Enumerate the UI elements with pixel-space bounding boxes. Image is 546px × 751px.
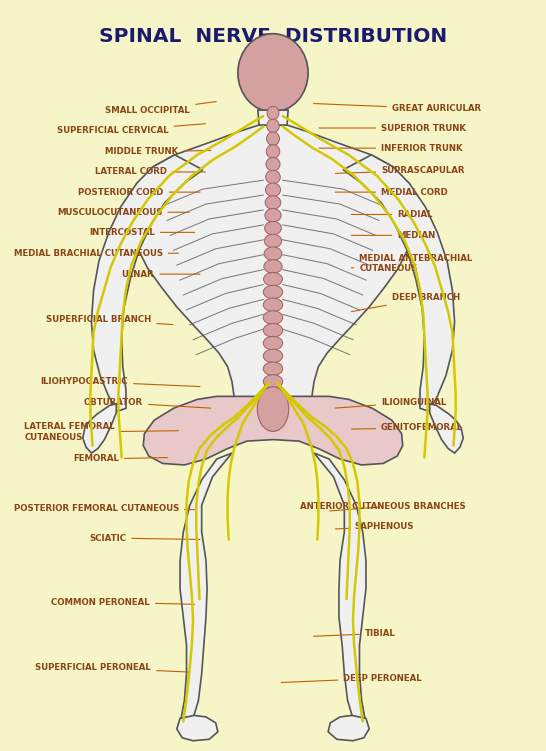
Polygon shape: [343, 155, 455, 412]
Text: SUPERIOR TRUNK: SUPERIOR TRUNK: [319, 123, 466, 132]
Ellipse shape: [263, 362, 283, 376]
Ellipse shape: [264, 260, 282, 273]
Ellipse shape: [267, 119, 279, 133]
Text: MIDDLE TRUNK: MIDDLE TRUNK: [105, 147, 211, 156]
Polygon shape: [328, 716, 369, 740]
Ellipse shape: [266, 170, 280, 184]
Text: DEEP PERONEAL: DEEP PERONEAL: [281, 674, 422, 683]
Polygon shape: [430, 404, 463, 453]
Text: TIBIAL: TIBIAL: [313, 629, 396, 638]
Ellipse shape: [263, 349, 283, 363]
Text: MEDIAL ANTEBRACHIAL
CUTANEOUS: MEDIAL ANTEBRACHIAL CUTANEOUS: [352, 254, 473, 273]
Ellipse shape: [266, 145, 280, 158]
Text: ULNAR: ULNAR: [122, 270, 200, 279]
Polygon shape: [91, 155, 203, 412]
Text: RADIAL: RADIAL: [352, 210, 433, 219]
Text: SUPRASCAPULAR: SUPRASCAPULAR: [335, 166, 465, 175]
Text: MEDIAL CORD: MEDIAL CORD: [335, 188, 448, 197]
Ellipse shape: [264, 273, 282, 286]
Ellipse shape: [263, 324, 283, 337]
Ellipse shape: [263, 298, 283, 312]
Text: INTERCOSTAL: INTERCOSTAL: [89, 228, 194, 237]
Ellipse shape: [265, 222, 281, 235]
Text: SAPHENOUS: SAPHENOUS: [335, 523, 413, 531]
Ellipse shape: [263, 375, 283, 388]
Ellipse shape: [263, 311, 283, 324]
Text: SUPERFICIAL BRANCH: SUPERFICIAL BRANCH: [46, 315, 173, 324]
Ellipse shape: [263, 336, 283, 350]
Polygon shape: [258, 110, 288, 125]
Ellipse shape: [257, 387, 289, 431]
Text: SPINAL  NERVE  DISTRIBUTION: SPINAL NERVE DISTRIBUTION: [99, 26, 447, 46]
Text: MEDIAN: MEDIAN: [352, 231, 436, 240]
Polygon shape: [132, 125, 414, 416]
Text: POSTERIOR FEMORAL CUTANEOUS: POSTERIOR FEMORAL CUTANEOUS: [14, 504, 194, 513]
Text: POSTERIOR CORD: POSTERIOR CORD: [79, 188, 200, 197]
Ellipse shape: [265, 209, 281, 222]
Text: LATERAL CORD: LATERAL CORD: [94, 167, 205, 176]
Ellipse shape: [264, 247, 282, 261]
Ellipse shape: [263, 285, 283, 299]
Text: GREAT AURICULAR: GREAT AURICULAR: [313, 104, 481, 113]
Polygon shape: [314, 453, 366, 719]
Polygon shape: [83, 404, 116, 453]
Text: FEMORAL: FEMORAL: [73, 454, 168, 463]
Ellipse shape: [265, 196, 281, 210]
Ellipse shape: [265, 183, 281, 197]
Text: MEDIAL BRACHIAL CUTANEOUS: MEDIAL BRACHIAL CUTANEOUS: [14, 249, 179, 258]
Text: OBTURATOR: OBTURATOR: [84, 398, 211, 408]
Text: COMMON PERONEAL: COMMON PERONEAL: [51, 598, 194, 607]
Text: SMALL OCCIPITAL: SMALL OCCIPITAL: [105, 101, 216, 116]
Text: LATERAL FEMORAL
CUTANEOUS: LATERAL FEMORAL CUTANEOUS: [25, 423, 179, 442]
Text: SUPERFICIAL CERVICAL: SUPERFICIAL CERVICAL: [57, 124, 205, 135]
Polygon shape: [177, 716, 218, 740]
Ellipse shape: [264, 234, 282, 248]
Text: SUPERFICIAL PERONEAL: SUPERFICIAL PERONEAL: [35, 663, 189, 672]
Ellipse shape: [266, 158, 280, 171]
Ellipse shape: [238, 34, 308, 112]
Ellipse shape: [267, 107, 279, 120]
Text: INFERIOR TRUNK: INFERIOR TRUNK: [319, 143, 462, 152]
Text: GENITOFEMORAL: GENITOFEMORAL: [352, 423, 463, 432]
Text: MUSCULOCUTANEOUS: MUSCULOCUTANEOUS: [57, 208, 189, 217]
Text: ILIOINGUINAL: ILIOINGUINAL: [335, 398, 446, 408]
Text: DEEP BRANCH: DEEP BRANCH: [352, 294, 460, 312]
Text: SCIATIC: SCIATIC: [89, 533, 200, 542]
Text: ILIOHYPOGASTRIC: ILIOHYPOGASTRIC: [40, 377, 200, 387]
Polygon shape: [143, 397, 403, 465]
Text: ANTERIOR CUTANEOUS BRANCHES: ANTERIOR CUTANEOUS BRANCHES: [300, 502, 466, 511]
Polygon shape: [180, 453, 232, 719]
Ellipse shape: [266, 132, 280, 146]
